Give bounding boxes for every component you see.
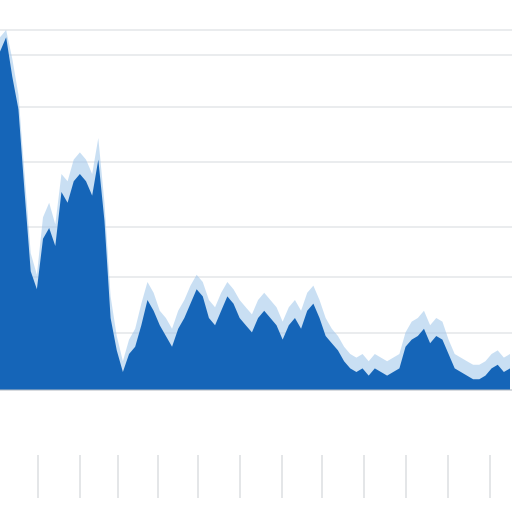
x-axis	[0, 389, 512, 498]
series-area-main	[0, 37, 510, 390]
plot-area	[0, 30, 510, 390]
